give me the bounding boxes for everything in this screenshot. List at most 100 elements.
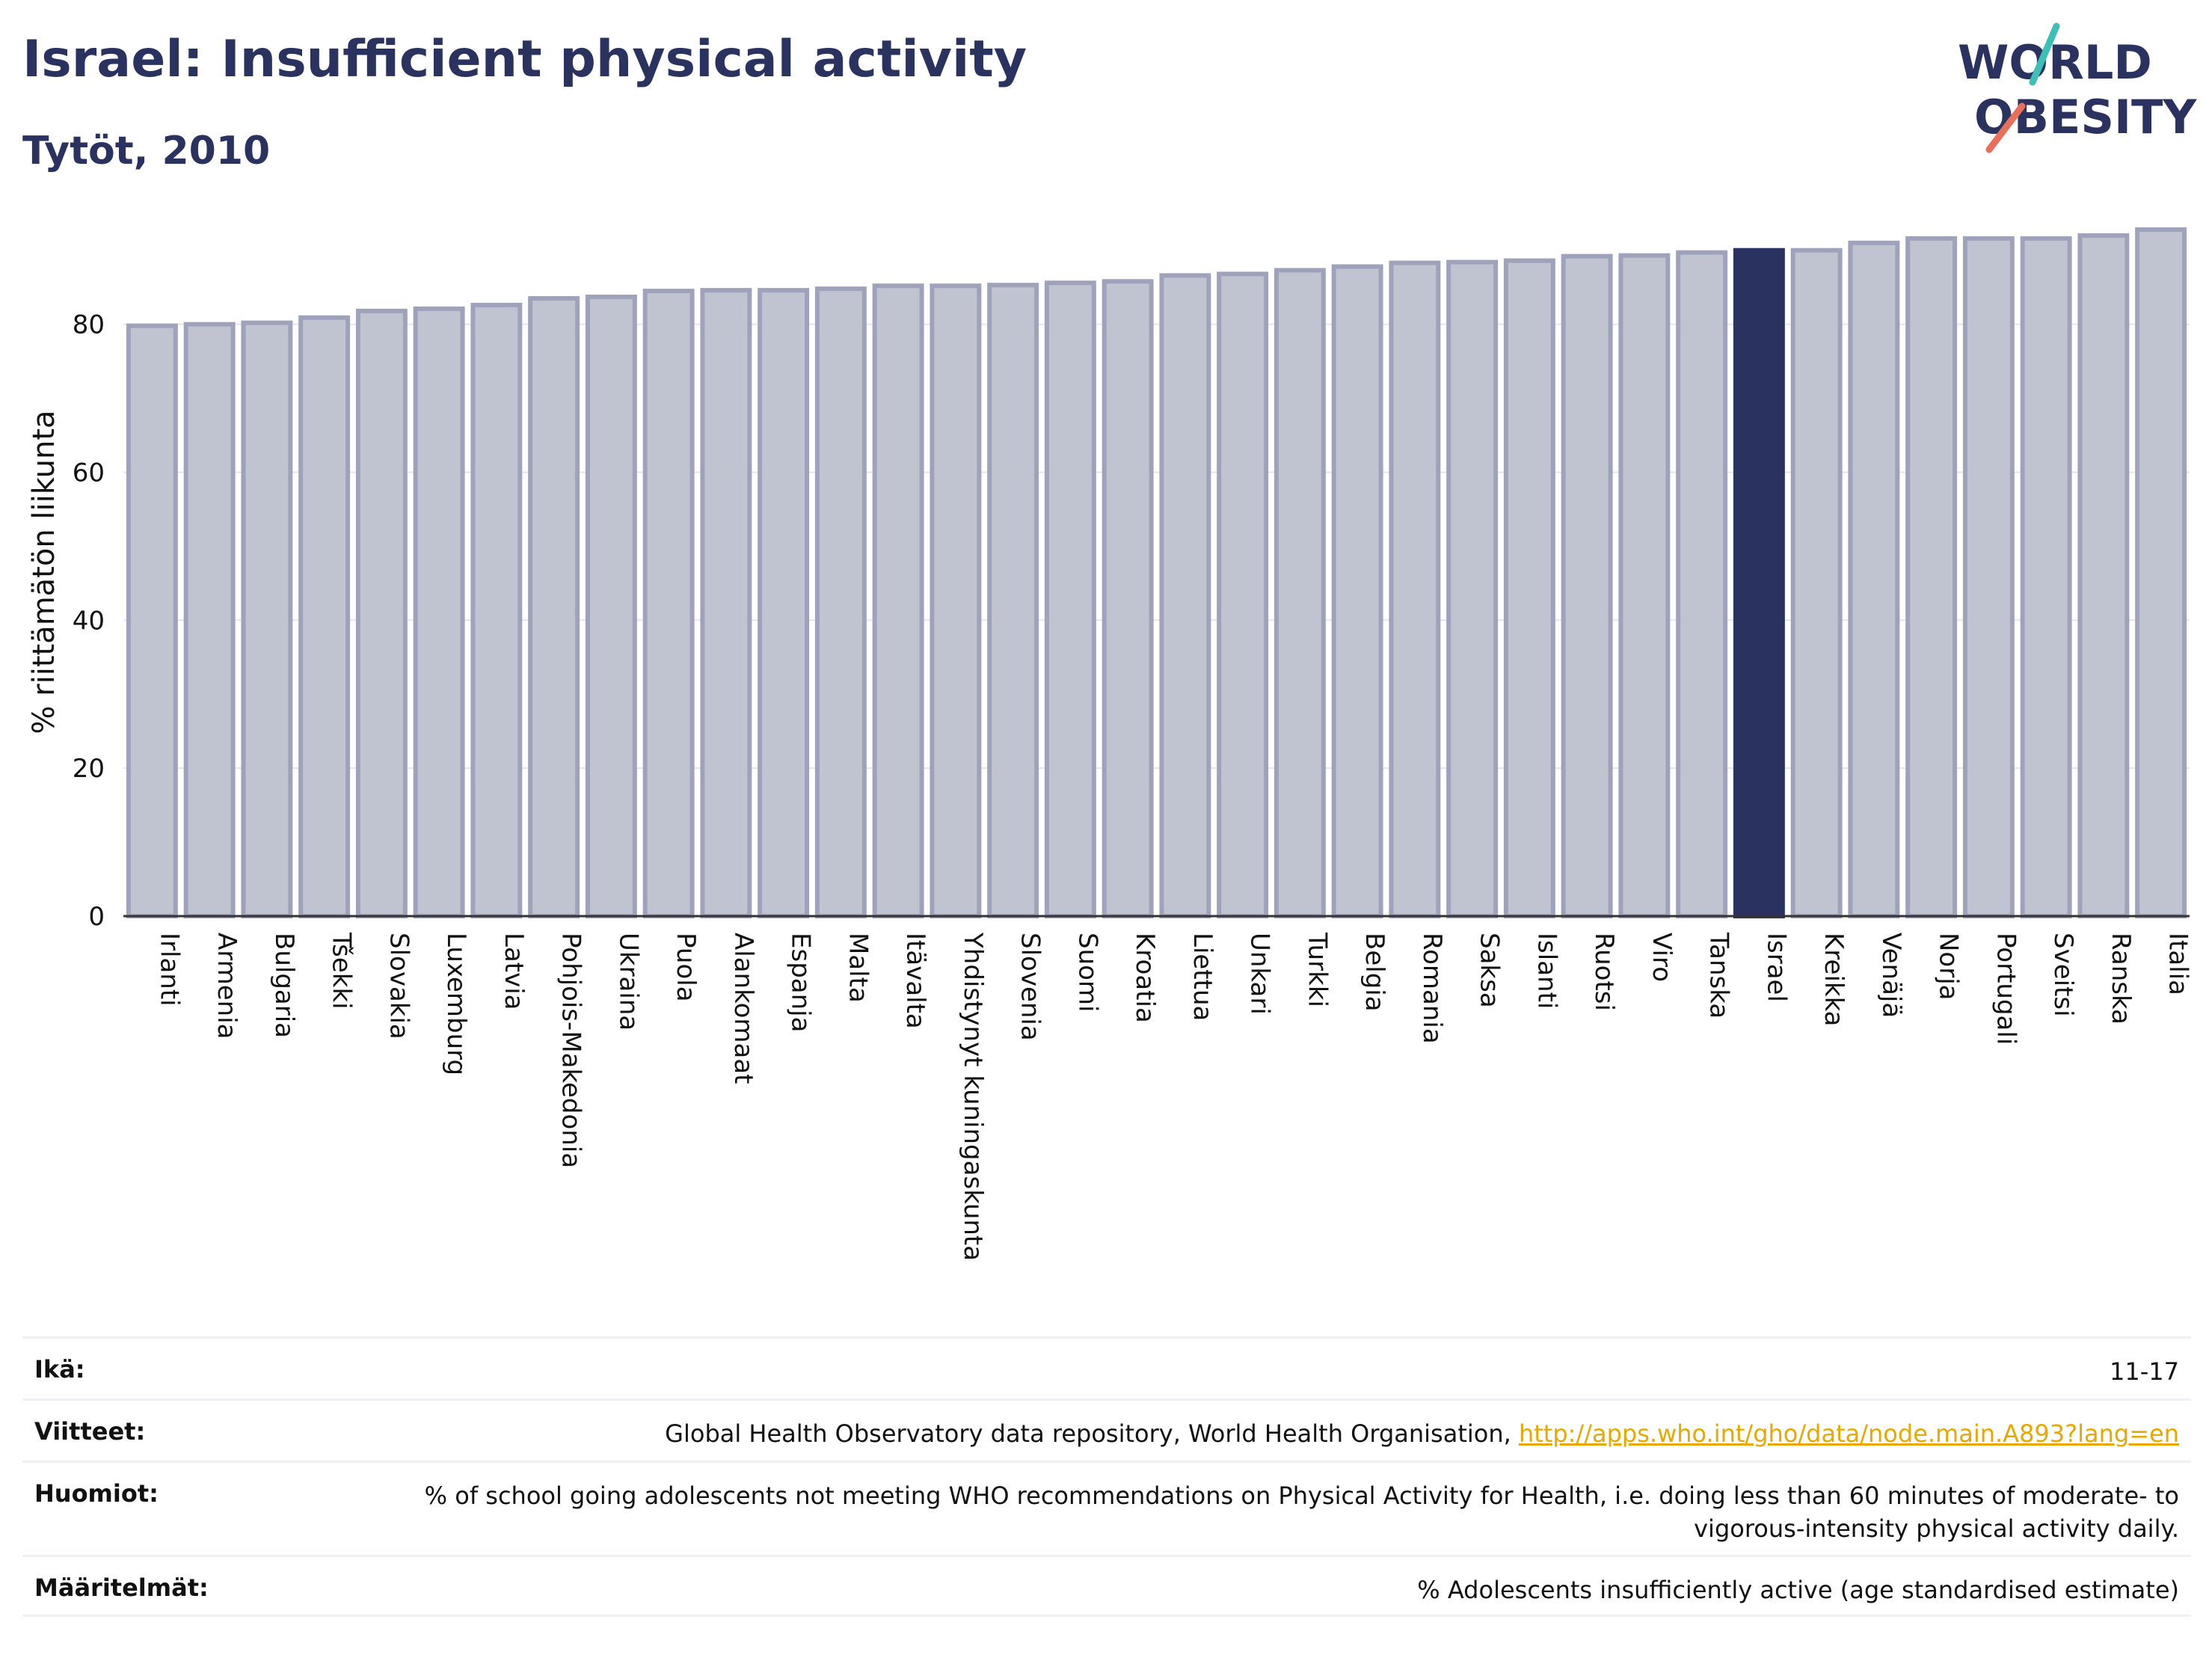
bar-ruotsi[interactable] [1561, 254, 1613, 919]
x-tick-label: Malta [843, 933, 873, 1003]
bar-kreikka[interactable] [1790, 248, 1843, 918]
bar-yhdistynyt-kuningaskunta[interactable] [930, 283, 982, 918]
x-tick-label: Puola [671, 933, 701, 1002]
x-tick-label: Irlanti [154, 933, 184, 1007]
bar-itävalta[interactable] [872, 283, 924, 918]
bar-bulgaria[interactable] [241, 320, 293, 918]
bar-chart: 0 20 40 60 80 Irlanti Armenia Bulgaria Tšekki Slo… [27, 227, 2193, 1262]
x-tick-label: Itävalta [900, 933, 930, 1029]
x-tick-label: Kroatia [1130, 933, 1160, 1023]
bar-islanti[interactable] [1503, 258, 1555, 919]
x-tick-label: Italia [2163, 933, 2193, 995]
logo-line1: WORLD [1958, 35, 2152, 90]
x-tick-label: Viro [1647, 933, 1677, 982]
x-tick-label: Turkki [1302, 932, 1332, 1007]
x-tick-label: Ruotsi [1589, 933, 1619, 1011]
info-row-notes: Huomiot: % of school going adolescents n… [22, 1461, 2191, 1555]
x-tick-label: Tšekki [327, 932, 357, 1010]
gridlines [123, 323, 2190, 770]
bar-israel[interactable] [1733, 248, 1785, 918]
x-tick-label: Islanti [1531, 933, 1561, 1009]
x-tick-label: Ranska [2106, 933, 2136, 1025]
bar-ranska[interactable] [2077, 233, 2130, 919]
bar-ukraina[interactable] [585, 295, 637, 918]
x-tick-label: Pohjois-Makedonia [556, 933, 586, 1168]
logo-accent-coral [1985, 102, 2026, 153]
x-tick-label: Yhdistynyt kuningaskunta [958, 932, 988, 1261]
logo-accent-teal [2029, 22, 2060, 86]
x-tick-label: Suomi [1072, 933, 1102, 1013]
info-row-age: Ikä: 11-17 [22, 1336, 2191, 1398]
x-tick-label: Norja [1934, 933, 1964, 1001]
info-label-notes: Huomiot: [34, 1479, 159, 1508]
bar-venäjä[interactable] [1848, 240, 1900, 918]
bar-armenia[interactable] [183, 322, 236, 918]
x-tick-label: Tanska [1704, 932, 1734, 1019]
y-axis-label: % riittämätön liikunta [27, 410, 61, 734]
bar-unkari[interactable] [1217, 271, 1269, 919]
y-tick-label: 0 [88, 902, 105, 932]
x-tick-label: Sveitsi [2048, 933, 2078, 1017]
references-text: Global Health Observatory data repositor… [665, 1419, 1519, 1448]
info-label-definitions: Määritelmät: [34, 1573, 209, 1602]
bar-irlanti[interactable] [126, 323, 178, 919]
bar-alankomaat[interactable] [700, 288, 752, 918]
x-tick-label: Liettua [1188, 933, 1217, 1021]
bar-malta[interactable] [814, 286, 867, 918]
y-tick-label: 60 [73, 458, 105, 488]
bar-tanska[interactable] [1676, 250, 1728, 919]
x-tick-label: Portugali [1991, 933, 2021, 1045]
bar-pohjois-makedonia[interactable] [528, 295, 580, 918]
x-tick-label: Ukraina [613, 933, 643, 1031]
info-value-notes: % of school going adolescents not meetin… [424, 1481, 2179, 1543]
y-tick-label: 80 [73, 310, 105, 340]
x-tick-label: Belgia [1360, 933, 1389, 1012]
bar-turkki[interactable] [1274, 268, 1326, 918]
x-tick-label: Slovakia [384, 933, 414, 1040]
page-title: Israel: Insufficient physical activity [22, 30, 1027, 89]
bar-italia[interactable] [2135, 227, 2187, 918]
bar-liettua[interactable] [1159, 273, 1211, 918]
references-link[interactable]: http://apps.who.int/gho/data/node.main.A… [1518, 1419, 2179, 1448]
x-tick-label: Venäjä [1876, 933, 1906, 1018]
info-value-references: Global Health Observatory data repositor… [665, 1417, 2179, 1450]
x-tick-label: Romania [1417, 933, 1447, 1044]
x-tick-label: Alankomaat [728, 933, 758, 1084]
axes: 0 20 40 60 80 Irlanti Armenia Bulgaria Tšekki Slo… [27, 310, 2193, 1262]
bar-romania[interactable] [1389, 260, 1441, 918]
info-value-age: 11-17 [2110, 1357, 2179, 1386]
page-subtitle: Tytöt, 2010 [22, 129, 271, 174]
bar-sveitsi[interactable] [2020, 236, 2072, 918]
bar-puola[interactable] [642, 289, 695, 919]
y-tick-label: 20 [73, 754, 105, 784]
bar-kroatia[interactable] [1102, 279, 1154, 918]
x-tick-label: Unkari [1245, 933, 1275, 1015]
info-label-age: Ikä: [34, 1355, 85, 1384]
x-tick-label: Saksa [1475, 933, 1505, 1008]
bar-slovenia[interactable] [987, 283, 1039, 918]
info-value-definitions: % Adolescents insufficiently active (age… [1417, 1576, 2179, 1604]
bar-espanja[interactable] [758, 288, 810, 918]
x-tick-label: Bulgaria [269, 933, 299, 1038]
x-tick-label: Luxemburg [441, 933, 471, 1075]
info-table: Ikä: 11-17 Viitteet: Global Health Obser… [22, 1336, 2191, 1617]
bar-viro[interactable] [1618, 253, 1671, 918]
info-row-references: Viitteet: Global Health Observatory data… [22, 1398, 2191, 1461]
x-tick-label: Latvia [499, 933, 529, 1010]
bar-latvia[interactable] [470, 302, 523, 918]
bar-belgia[interactable] [1331, 264, 1383, 918]
bar-norja[interactable] [1905, 236, 1958, 918]
x-tick-label: Espanja [786, 933, 816, 1032]
x-tick-label: Armenia [212, 933, 242, 1040]
bar-saksa[interactable] [1446, 260, 1499, 918]
bar-slovakia[interactable] [355, 308, 408, 918]
y-tick-label: 40 [73, 606, 105, 636]
x-tick-label: Slovenia [1016, 933, 1045, 1041]
bar-luxemburg[interactable] [413, 306, 465, 918]
x-tick-label: Kreikka [1819, 933, 1849, 1027]
bar-suomi[interactable] [1044, 280, 1096, 919]
info-row-definitions: Määritelmät: % Adolescents insufficientl… [22, 1555, 2191, 1617]
bar-tšekki[interactable] [298, 315, 351, 918]
info-label-references: Viitteet: [34, 1417, 146, 1446]
bar-portugali[interactable] [1962, 236, 2015, 918]
